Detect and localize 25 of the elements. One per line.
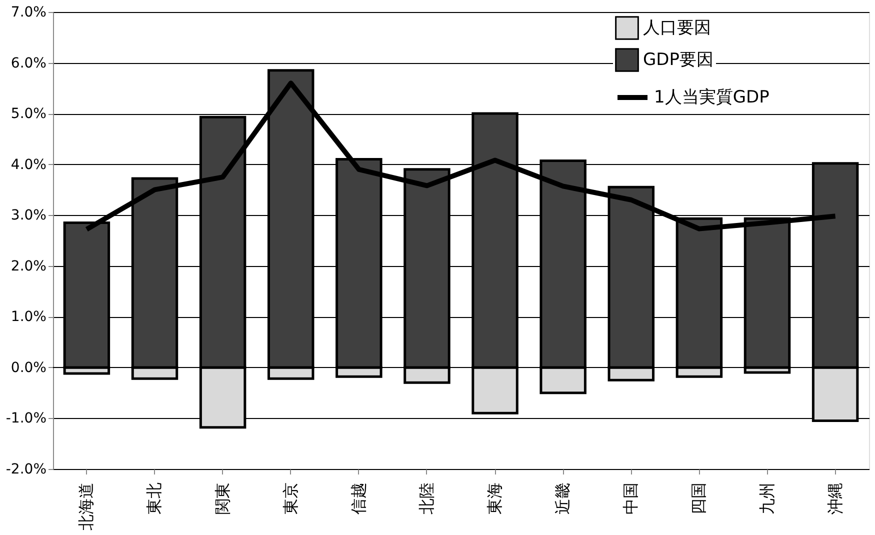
x-tick-label: 中国	[621, 482, 640, 514]
y-tick-label: 7.0%	[10, 4, 46, 20]
y-tick-label: 3.0%	[10, 208, 46, 224]
x-tick-label: 近畿	[553, 482, 572, 514]
x-tick-label: 北海道	[76, 482, 96, 530]
x-tick-label: 沖縄	[825, 482, 844, 514]
y-tick-label: -2.0%	[6, 462, 46, 478]
x-tick-label: 信越	[348, 482, 368, 514]
y-tick-label: -1.0%	[6, 410, 46, 427]
x-tick-label: 東京	[280, 482, 300, 514]
y-tick-label: 0.0%	[10, 360, 46, 376]
legend-label: 1人当実質GDP	[654, 88, 770, 108]
legend-label: GDP要因	[643, 50, 714, 70]
y-tick-label: 5.0%	[10, 106, 46, 122]
y-tick-label: 6.0%	[10, 55, 46, 72]
x-tick-label: 東海	[485, 482, 504, 514]
y-tick-label: 4.0%	[10, 156, 46, 173]
x-tick-label: 関東	[212, 482, 232, 514]
x-tick-label: 東北	[144, 482, 164, 514]
x-tick-label: 四国	[689, 482, 708, 514]
y-tick-label: 1.0%	[10, 309, 46, 326]
legend-label: 人口要因	[643, 18, 711, 38]
x-tick-label: 北陸	[416, 482, 436, 514]
y-tick-label: 2.0%	[10, 258, 46, 274]
x-tick-label: 九州	[757, 482, 776, 514]
